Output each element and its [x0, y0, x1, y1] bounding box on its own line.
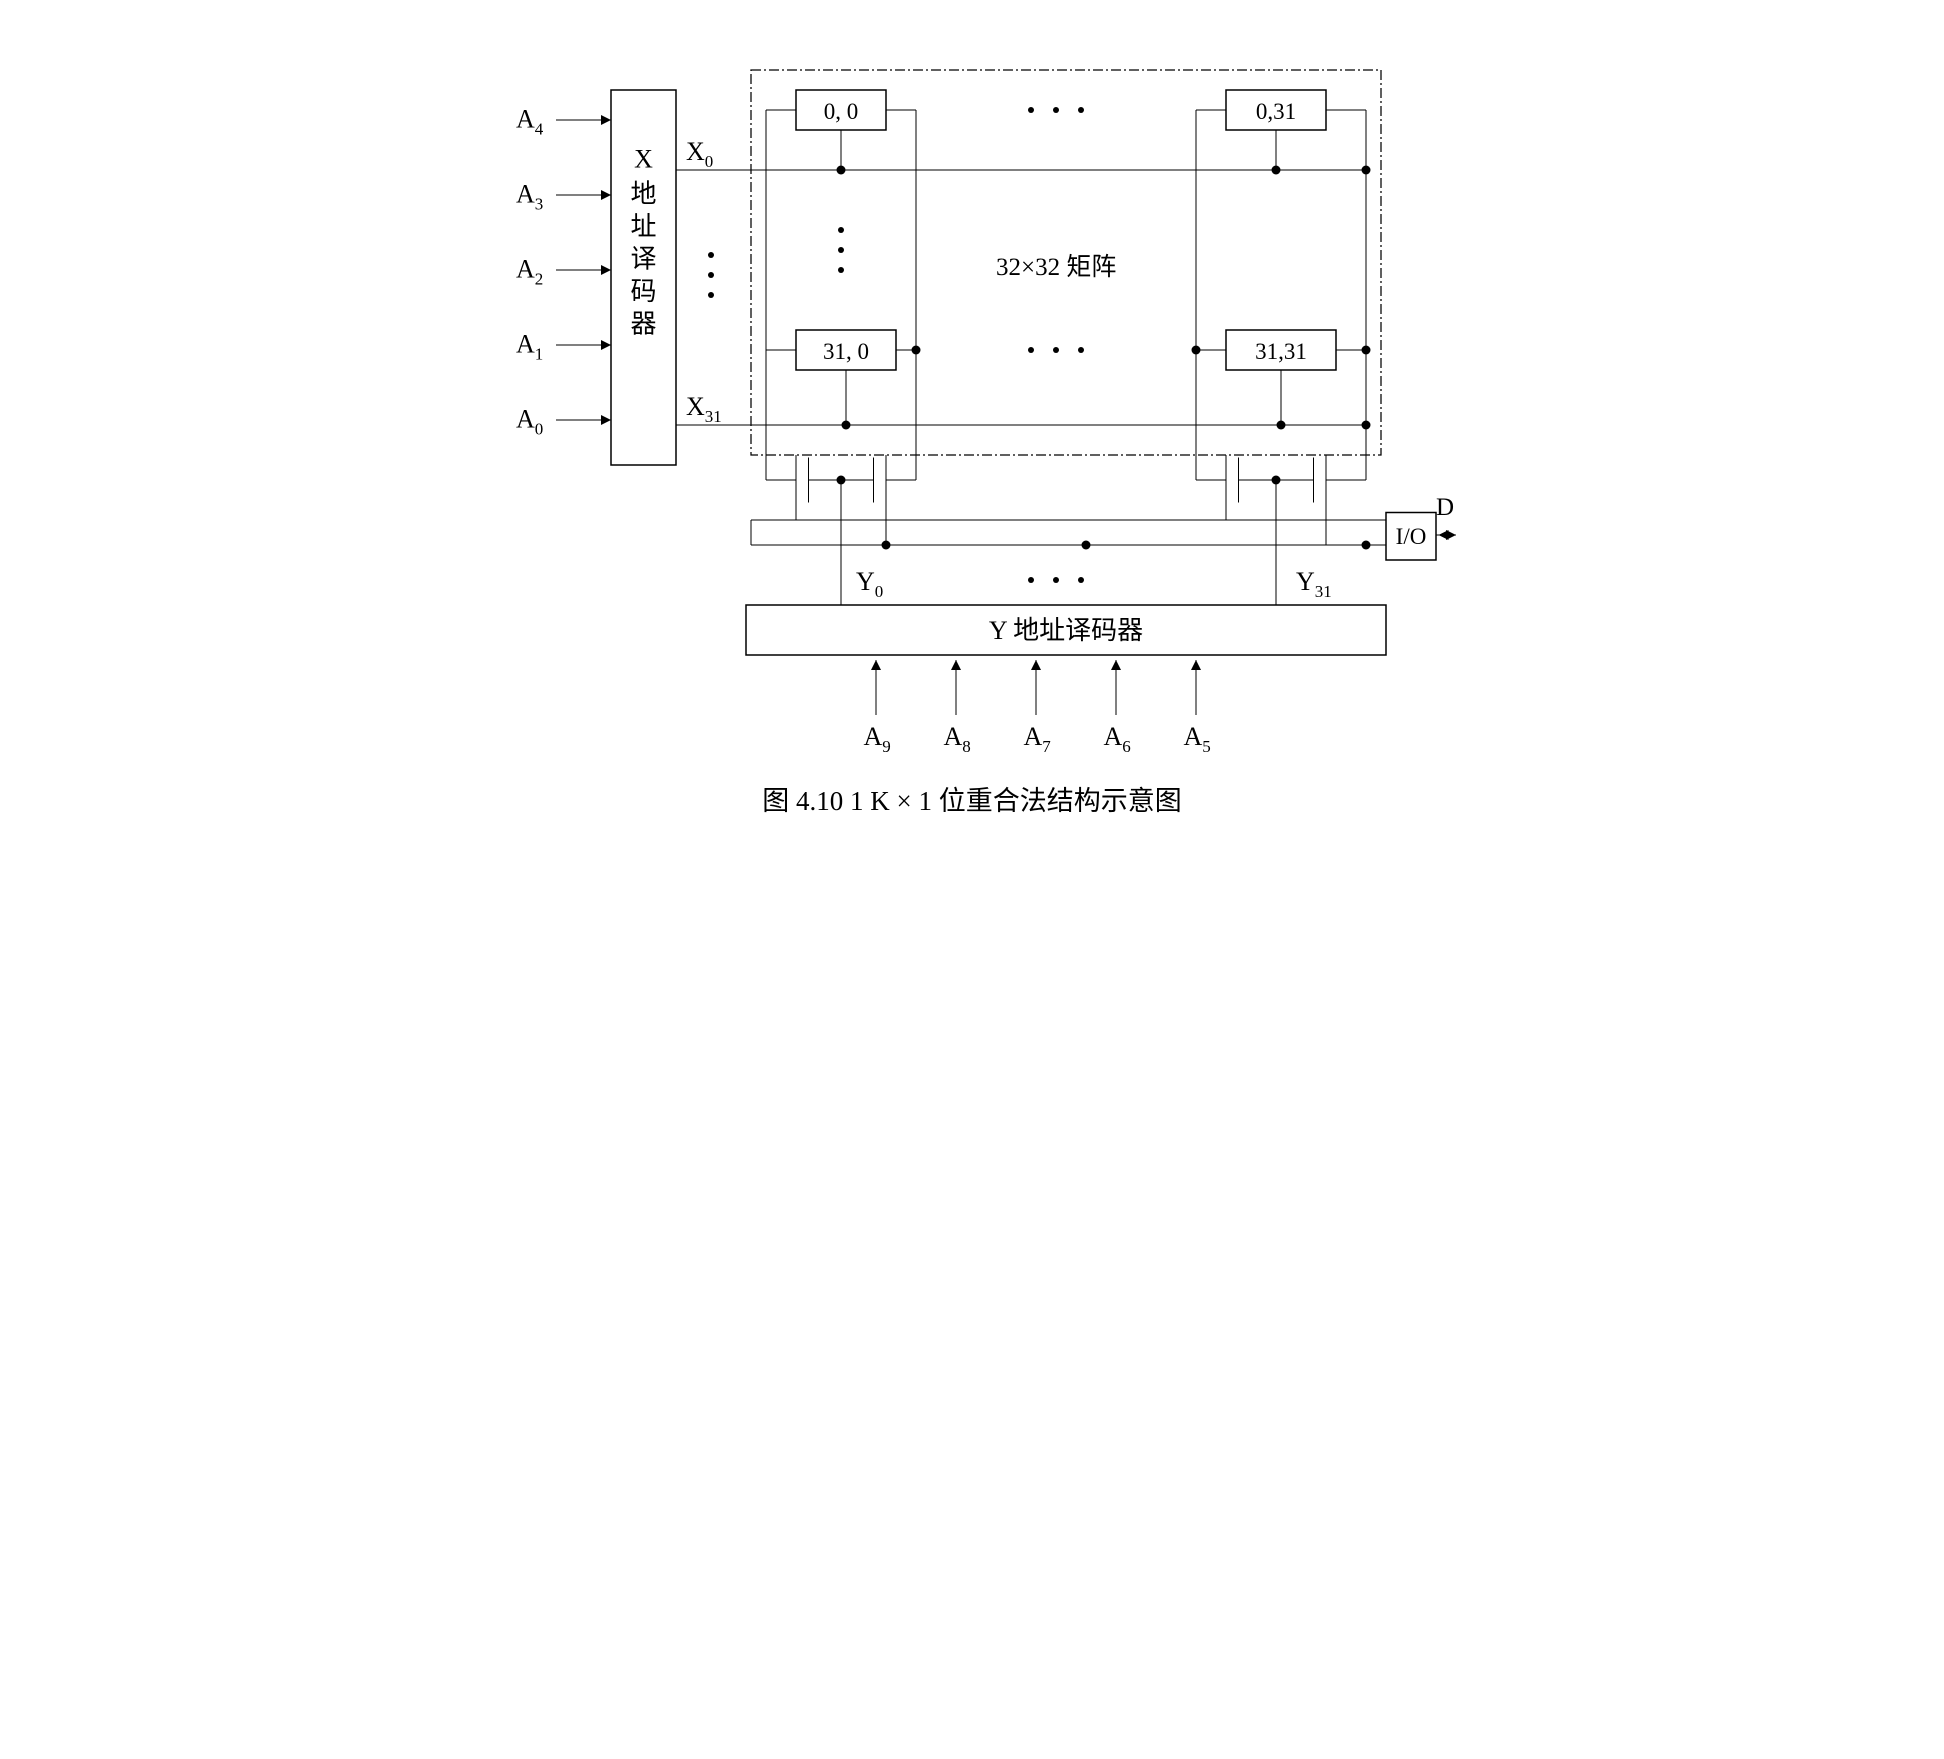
- y-decoder-label: Y 地址译码器: [989, 616, 1143, 645]
- x-decoder-label-x: X: [634, 145, 653, 174]
- input-a4: A4: [516, 105, 544, 139]
- y-output-31: Y31: [1296, 567, 1332, 601]
- x-decoder-inputs: A4 A3 A2 A1 A0: [516, 105, 611, 439]
- ellipsis-left-col: [838, 227, 844, 273]
- x-decoder-label-cn-3: 码: [630, 277, 656, 306]
- x-decoder-label-cn-2: 译: [630, 245, 656, 274]
- matrix-label: 32×32 矩阵: [996, 253, 1116, 281]
- input-a9: A9: [864, 722, 891, 756]
- cell-0-0-label: 0, 0: [824, 99, 859, 124]
- ellipsis-decoder-out: [708, 252, 714, 298]
- x-output-31: X31: [686, 392, 722, 426]
- input-a6: A6: [1104, 722, 1131, 756]
- cell-31-31-label: 31,31: [1255, 339, 1307, 364]
- ellipsis-top: [1028, 107, 1084, 113]
- figure-caption: 图 4.10 1 K × 1 位重合法结构示意图: [762, 786, 1181, 816]
- input-a1: A1: [516, 330, 543, 364]
- input-a0: A0: [516, 405, 543, 439]
- x-decoder-label-cn-1: 址: [630, 212, 656, 241]
- input-a3: A3: [516, 180, 543, 214]
- ellipsis-y: [1028, 577, 1084, 583]
- cell-0-31-label: 0,31: [1256, 99, 1296, 124]
- transistor-right: [1196, 455, 1366, 565]
- x-output-0: X0: [686, 137, 713, 171]
- x-decoder-label-cn-0: 地: [630, 180, 656, 209]
- input-a7: A7: [1024, 722, 1052, 756]
- input-a8: A8: [944, 722, 971, 756]
- diagram-canvas: X 地 址 译 码 器 A4 A3 A2 A1 A0 X0 X31 32×32 …: [486, 20, 1458, 820]
- io-label: I/O: [1396, 524, 1427, 549]
- y-decoder-inputs: A9 A8 A7 A6 A5: [864, 660, 1211, 756]
- input-a2: A2: [516, 255, 543, 289]
- ellipsis-mid-row: [1028, 347, 1084, 353]
- cell-31-0-label: 31, 0: [823, 339, 869, 364]
- x-decoder-label-cn-4: 器: [630, 310, 656, 339]
- input-a5: A5: [1184, 722, 1211, 756]
- transistor-left: [766, 455, 916, 565]
- d-label: D: [1436, 494, 1454, 521]
- y-output-0: Y0: [856, 567, 883, 601]
